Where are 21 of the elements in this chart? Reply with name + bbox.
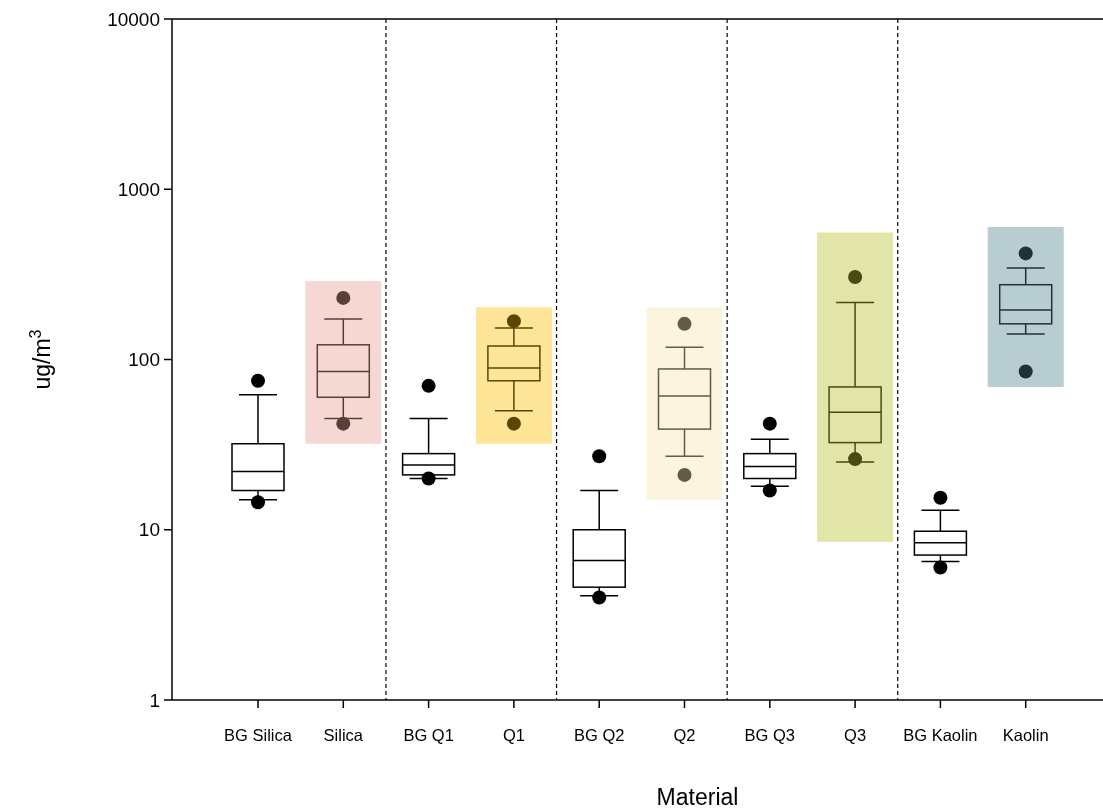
bar — [817, 232, 894, 542]
x-tick-label: Silica — [323, 726, 364, 744]
x-tick-label: Q2 — [673, 726, 696, 744]
x-tick-label: BG Q3 — [744, 726, 796, 744]
bar — [987, 227, 1064, 387]
y-tick-label: 10000 — [107, 8, 160, 30]
y-tick-label: 1 — [149, 689, 160, 711]
y-tick-label: 100 — [128, 349, 160, 371]
x-tick-label: Q1 — [502, 726, 525, 744]
bar — [305, 281, 382, 444]
x-axis-title: Material — [656, 784, 739, 809]
x-tick-label: BG Q2 — [573, 726, 625, 744]
bar — [646, 307, 723, 500]
x-tick-label: BG Silica — [224, 726, 293, 744]
x-tick-label: BG Q1 — [403, 726, 454, 744]
x-tick-label: BG Kaolin — [903, 726, 978, 744]
bar — [475, 307, 552, 444]
x-tick-label: Q3 — [844, 726, 867, 744]
y-tick-label: 1000 — [117, 178, 160, 200]
y-tick-label: 10 — [138, 519, 160, 541]
x-tick-label: Kaolin — [1002, 726, 1049, 744]
